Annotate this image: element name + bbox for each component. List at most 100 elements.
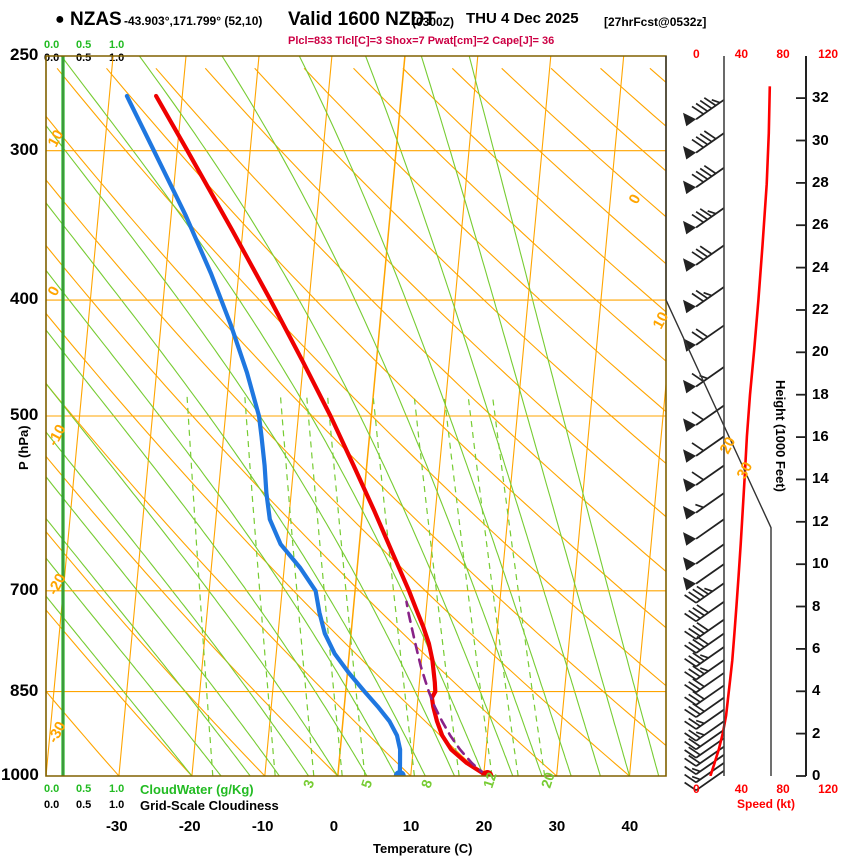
height-tick-22: 22 xyxy=(812,300,829,318)
grid-label: 20 xyxy=(538,770,558,790)
temperature-tick-20: 20 xyxy=(475,818,493,835)
speed-tick-top-120: 120 xyxy=(818,47,839,61)
temperature-tick-10: 10 xyxy=(402,818,420,835)
pressure-tick-500: 500 xyxy=(10,405,39,424)
wind-barb xyxy=(683,130,725,160)
wind-barb xyxy=(684,708,725,730)
axis-ticks xyxy=(796,97,806,777)
valid-time-utc: (0300Z) xyxy=(412,15,455,29)
height-tick-2: 2 xyxy=(812,724,821,742)
wind-barb xyxy=(683,543,725,571)
grid-label: 20 xyxy=(717,434,740,457)
temperature-tick--20: -20 xyxy=(178,818,201,835)
wind-barb xyxy=(684,659,725,681)
speed-tick-top-0: 0 xyxy=(693,47,700,61)
grid-label: 5 xyxy=(358,777,376,790)
curve-temperature xyxy=(154,93,490,776)
grid-label: 3 xyxy=(300,777,318,790)
wind-barb xyxy=(683,464,725,492)
cloudwater-tick-top-0: 0.0 xyxy=(44,39,60,51)
valid-date: THU 4 Dec 2025 xyxy=(466,10,579,27)
speed-tick-bot-40: 40 xyxy=(734,782,749,796)
surface-dewpoint-marker xyxy=(393,770,406,776)
grid-label: 0 xyxy=(626,192,645,207)
grid-label: 8 xyxy=(418,777,436,790)
cloudwater-tick-bot-1: 0.5 xyxy=(76,783,92,795)
speed-tick-bot-80: 80 xyxy=(776,782,790,796)
wind-barb xyxy=(683,207,725,235)
wind-barb xyxy=(683,563,725,591)
wind-barb xyxy=(684,754,725,776)
station-marker: ● xyxy=(55,11,65,28)
height-tick-16: 16 xyxy=(812,428,829,446)
pressure-tick-850: 850 xyxy=(10,680,39,700)
wind-barb xyxy=(684,646,725,668)
speed-tick-bot-120: 120 xyxy=(818,782,839,796)
cloudwater-tick-bot-0: 0.0 xyxy=(44,783,60,795)
grid-label: 30 xyxy=(734,459,757,482)
pressure-tick-300: 300 xyxy=(10,139,39,159)
height-tick-6: 6 xyxy=(812,639,821,657)
wind-barb xyxy=(683,324,725,352)
height-tick-18: 18 xyxy=(812,385,829,403)
temperature-tick-0: 0 xyxy=(329,818,339,835)
cloudiness-tick-top-0: 0.0 xyxy=(44,52,60,64)
wind-barb xyxy=(684,684,725,706)
height-axis-title: Height (1000 Feet) xyxy=(773,380,788,492)
height-tick-20: 20 xyxy=(812,343,829,361)
cloudwater-tick-bot-2: 1.0 xyxy=(109,783,125,795)
cloudwater-tick-top-1: 0.5 xyxy=(76,39,92,51)
speed-axis-title: Speed (kt) xyxy=(737,797,796,811)
wind-barb xyxy=(683,435,725,463)
temperature-tick--10: -10 xyxy=(251,818,274,835)
pressure-tick-250: 250 xyxy=(10,45,39,64)
wind-barb xyxy=(684,720,725,742)
height-tick-8: 8 xyxy=(812,597,821,615)
sounding-indices: Plcl=833 Tlcl[C]=3 Shox=7 Pwat[cm]=2 Cap… xyxy=(288,35,555,47)
curve-parcel xyxy=(405,600,488,776)
wind-barb xyxy=(683,404,725,432)
pressure-tick-1000: 1000 xyxy=(1,765,39,784)
speed-tick-top-80: 80 xyxy=(776,47,790,61)
height-tick-14: 14 xyxy=(812,470,829,488)
wind-barb xyxy=(683,164,725,195)
wind-barb xyxy=(683,97,725,127)
grid-label: 0 xyxy=(45,284,64,299)
forecast-info: [27hrFcst@0532z] xyxy=(604,15,707,29)
temperature-axis-title: Temperature (C) xyxy=(373,841,473,856)
height-tick-26: 26 xyxy=(812,216,829,234)
height-tick-24: 24 xyxy=(812,258,829,276)
cloudwater-legend-label: CloudWater (g/Kg) xyxy=(140,782,254,797)
surface-temp-marker xyxy=(481,770,494,776)
height-tick-12: 12 xyxy=(812,512,829,530)
wind-barb xyxy=(684,601,725,623)
wind-barb xyxy=(684,672,725,694)
wind-speed-curve xyxy=(709,86,772,776)
temperature-tick-40: 40 xyxy=(621,818,639,835)
cloudiness-tick-bot-1: 0.5 xyxy=(76,799,92,811)
station-coordinates: -43.903°,171.799° (52,10) xyxy=(124,14,263,28)
wind-barb-column xyxy=(683,97,725,792)
wind-barb xyxy=(683,244,725,272)
wind-barb xyxy=(684,618,725,640)
grid-label: 10 xyxy=(650,309,673,332)
speed-tick-top-40: 40 xyxy=(734,47,749,61)
wind-barb xyxy=(684,729,725,751)
isobar-lines xyxy=(46,55,666,777)
wind-barb xyxy=(683,518,725,546)
height-tick-10: 10 xyxy=(812,555,829,573)
curve-dewpoint xyxy=(124,93,403,776)
height-tick-4: 4 xyxy=(812,682,821,700)
grid-label: -30 xyxy=(45,719,70,746)
height-tick-0: 0 xyxy=(812,767,821,784)
plot-frame xyxy=(45,55,807,777)
cloudiness-tick-bot-2: 1.0 xyxy=(109,799,125,811)
height-tick-32: 32 xyxy=(812,89,829,107)
pressure-tick-400: 400 xyxy=(10,289,39,309)
wind-barb xyxy=(684,770,725,792)
pressure-tick-700: 700 xyxy=(10,579,39,599)
wind-barb xyxy=(684,762,725,784)
cloudiness-tick-bot-0: 0.0 xyxy=(44,799,60,811)
